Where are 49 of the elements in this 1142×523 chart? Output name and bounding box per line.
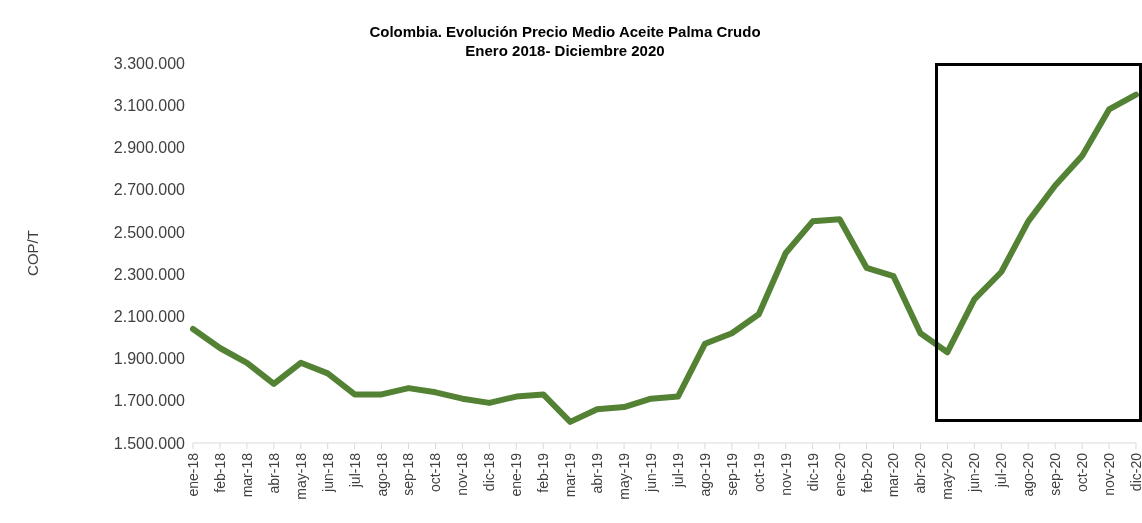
x-tick-label: feb-19 xyxy=(535,452,552,493)
x-tick-label: abr-18 xyxy=(265,452,282,494)
x-tick-label: mar-20 xyxy=(885,452,902,498)
x-tick-label: oct-18 xyxy=(427,452,444,492)
x-tick-label: ene-20 xyxy=(831,452,848,497)
x-tick-label: may-19 xyxy=(616,452,633,500)
x-tick-label: oct-20 xyxy=(1074,452,1091,492)
x-tick-label: sep-19 xyxy=(723,452,740,496)
y-tick-label: 1.500.000 xyxy=(113,434,186,452)
x-tick-label: feb-18 xyxy=(211,452,228,493)
x-tick-label: ene-18 xyxy=(184,452,201,497)
y-tick-label: 2.300.000 xyxy=(113,265,186,283)
x-tick-label: ago-18 xyxy=(373,452,390,497)
x-tick-label: abr-19 xyxy=(589,452,606,494)
x-tick-label: jul-18 xyxy=(346,452,363,489)
x-tick-label: dic-18 xyxy=(481,452,498,492)
y-tick-label: 2.700.000 xyxy=(113,181,186,199)
x-tick-label: sep-20 xyxy=(1047,452,1064,496)
x-tick-label: jun-20 xyxy=(966,452,983,493)
y-tick-label: 2.100.000 xyxy=(113,308,186,326)
y-tick-label: 1.900.000 xyxy=(113,350,186,368)
x-tick-label: jul-19 xyxy=(669,452,686,489)
x-tick-label: nov-18 xyxy=(454,452,471,496)
x-tick-label: dic-19 xyxy=(804,452,821,492)
y-axis-title: COP/T xyxy=(24,230,42,276)
x-tick-label: nov-19 xyxy=(777,452,794,496)
x-tick-label: ene-19 xyxy=(508,452,525,497)
x-tick-label: ago-20 xyxy=(1020,452,1037,497)
x-tick-label: may-18 xyxy=(292,452,309,500)
x-tick-label: oct-19 xyxy=(750,452,767,492)
x-tick-label: mar-18 xyxy=(238,452,255,498)
x-tick-label: nov-20 xyxy=(1101,452,1117,496)
x-tick-label: ago-19 xyxy=(696,452,713,497)
chart-subtitle: Enero 2018- Diciembre 2020 xyxy=(465,42,665,59)
chart-title: Colombia. Evolución Precio Medio Aceite Palma Crudo xyxy=(368,22,762,41)
x-tick-label: sep-18 xyxy=(400,452,417,496)
x-tick-label: mar-19 xyxy=(562,452,579,498)
y-tick-label: 3.300.000 xyxy=(113,54,186,72)
x-tick-label: jun-18 xyxy=(319,452,336,493)
x-tick-label: may-20 xyxy=(939,452,956,500)
x-tick-label: abr-20 xyxy=(912,452,929,494)
y-tick-label: 1.700.000 xyxy=(113,392,186,410)
x-tick-label: feb-20 xyxy=(858,452,875,493)
x-tick-label: jun-19 xyxy=(642,452,659,493)
x-tick-label: dic-20 xyxy=(1127,452,1142,492)
x-tick-label: jul-20 xyxy=(993,452,1010,489)
y-tick-label: 2.500.000 xyxy=(113,223,186,241)
y-tick-label: 2.900.000 xyxy=(113,139,186,157)
y-tick-label: 3.100.000 xyxy=(113,96,186,114)
